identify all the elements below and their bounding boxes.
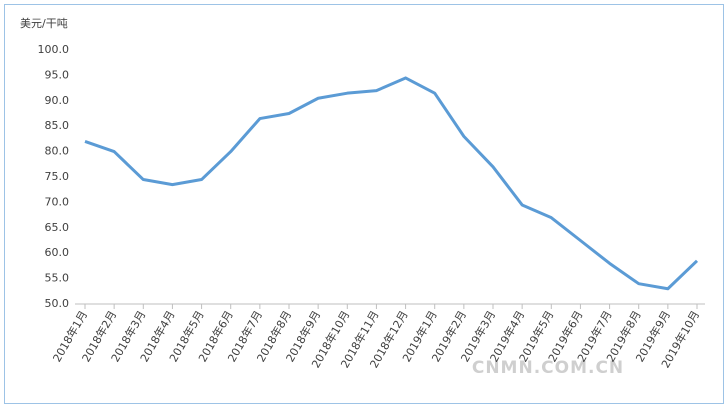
y-tick-label: 65.0 <box>45 221 70 234</box>
y-tick-label: 70.0 <box>45 195 70 208</box>
y-tick-label: 50.0 <box>45 297 70 310</box>
y-tick-label: 80.0 <box>45 145 70 158</box>
data-line <box>84 76 699 291</box>
y-tick-label: 100.0 <box>38 43 70 56</box>
y-tick-label: 60.0 <box>45 246 70 259</box>
y-tick-label: 75.0 <box>45 170 70 183</box>
y-tick-label: 90.0 <box>45 94 70 107</box>
watermark: CNMN.COM.CN <box>472 358 624 378</box>
y-tick-label: 95.0 <box>45 68 70 81</box>
y-axis-label: 美元/干吨 <box>20 17 68 30</box>
frame <box>4 4 724 404</box>
y-tick-label: 85.0 <box>45 119 70 132</box>
y-tick-label: 55.0 <box>45 272 70 285</box>
